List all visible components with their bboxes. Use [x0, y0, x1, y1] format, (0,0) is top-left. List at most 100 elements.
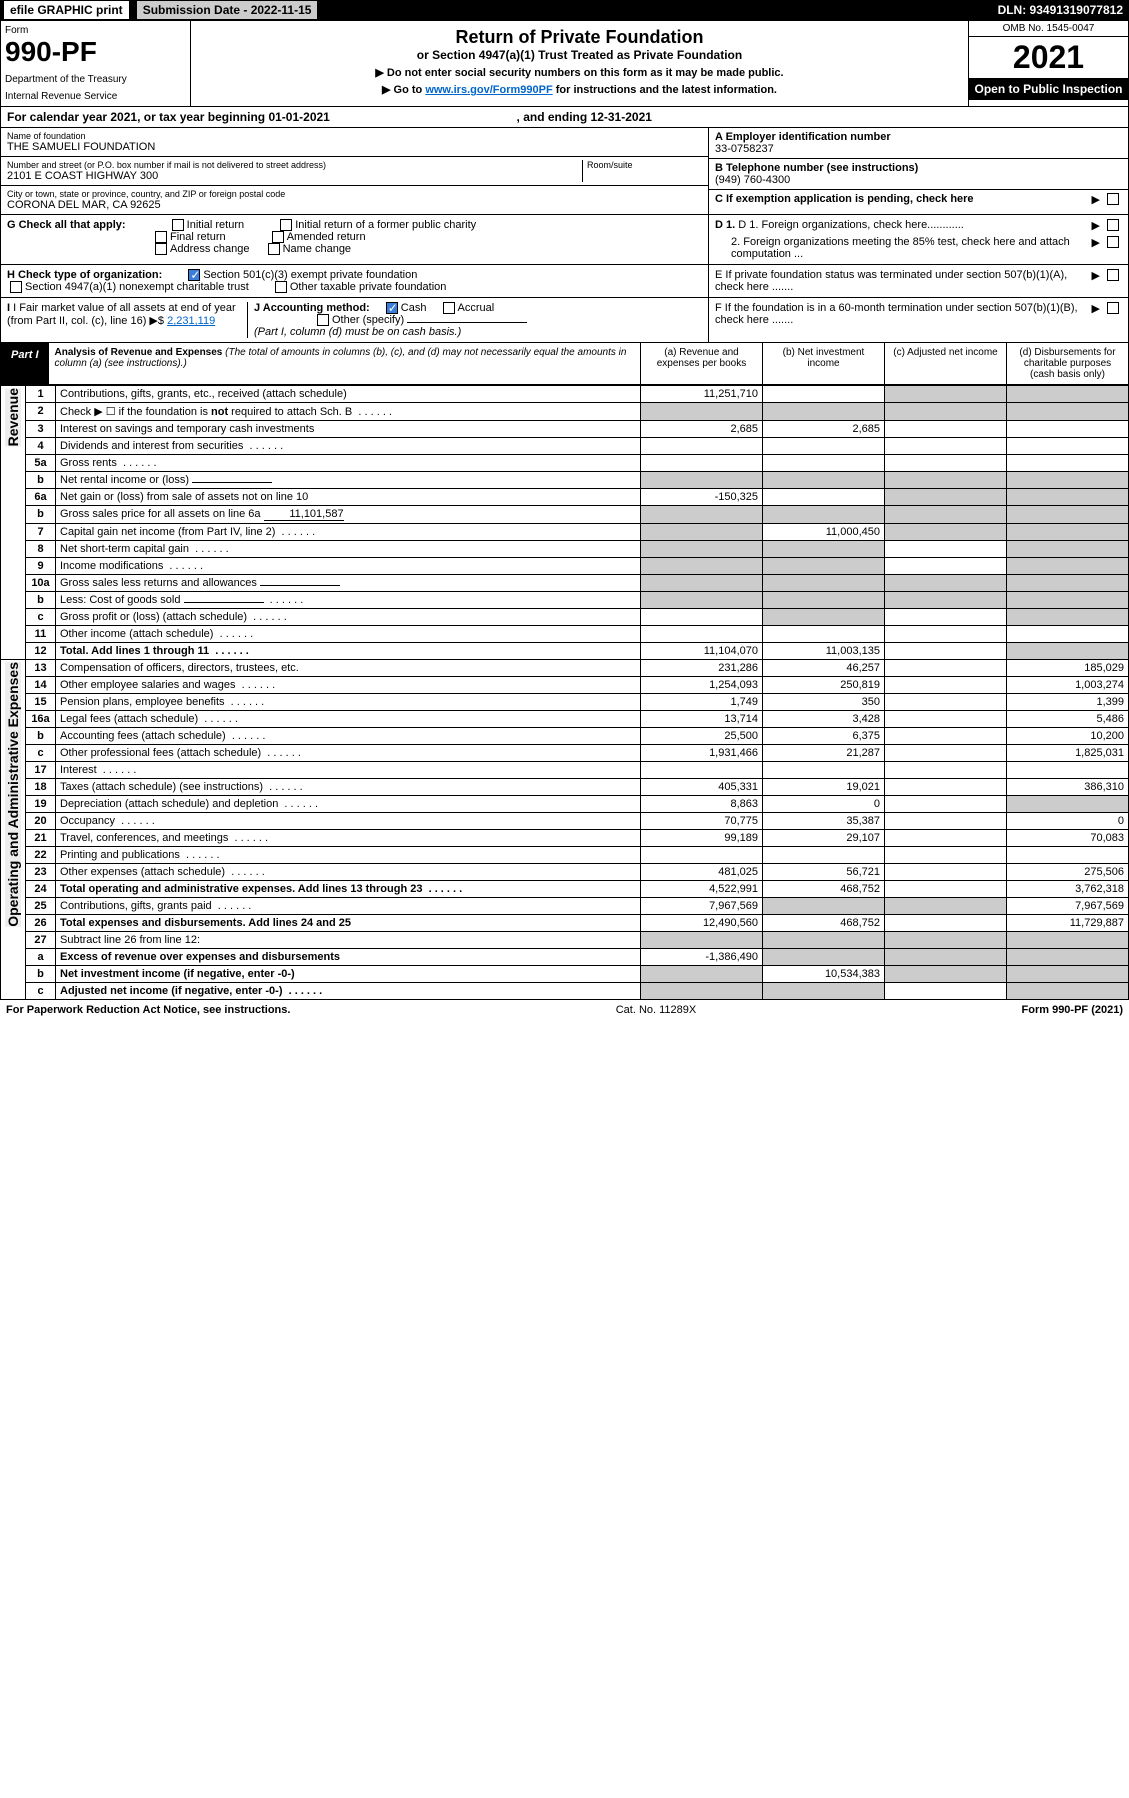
- col-d-value: [1007, 455, 1129, 472]
- col-b-value: 468,752: [763, 881, 885, 898]
- other-taxable-checkbox[interactable]: [275, 281, 287, 293]
- col-c-value: [885, 694, 1007, 711]
- city-cell: City or town, state or province, country…: [1, 186, 708, 214]
- col-c-value: [885, 575, 1007, 592]
- col-c-value: [885, 898, 1007, 915]
- col-a-value: 11,104,070: [641, 643, 763, 660]
- table-row: 14Other employee salaries and wages . . …: [1, 677, 1129, 694]
- name-change-checkbox[interactable]: [268, 243, 280, 255]
- line-desc: Subtract line 26 from line 12:: [56, 932, 641, 949]
- table-row: 27Subtract line 26 from line 12:: [1, 932, 1129, 949]
- accrual-checkbox[interactable]: [443, 302, 455, 314]
- table-row: 8Net short-term capital gain . . . . . .: [1, 541, 1129, 558]
- col-d-value: 1,003,274: [1007, 677, 1129, 694]
- col-a-value: [641, 983, 763, 1000]
- col-c-value: [885, 592, 1007, 609]
- line-number: c: [26, 745, 56, 762]
- part1-header: Part I Analysis of Revenue and Expenses …: [0, 343, 1129, 385]
- line-desc: Accounting fees (attach schedule) . . . …: [56, 728, 641, 745]
- line-desc: Net rental income or (loss): [56, 472, 641, 489]
- line-desc: Dividends and interest from securities .…: [56, 438, 641, 455]
- line-desc: Net gain or (loss) from sale of assets n…: [56, 489, 641, 506]
- inst-goto: ▶ Go to www.irs.gov/Form990PF for instru…: [197, 83, 962, 96]
- phone-value: (949) 760-4300: [715, 174, 1122, 186]
- col-b-value: [763, 898, 885, 915]
- table-row: Revenue1Contributions, gifts, grants, et…: [1, 386, 1129, 403]
- e-checkbox[interactable]: [1107, 269, 1119, 281]
- col-c-value: [885, 421, 1007, 438]
- line-desc: Other employee salaries and wages . . . …: [56, 677, 641, 694]
- col-b-value: 29,107: [763, 830, 885, 847]
- amended-return-checkbox[interactable]: [272, 231, 284, 243]
- table-row: cOther professional fees (attach schedul…: [1, 745, 1129, 762]
- line-desc: Adjusted net income (if negative, enter …: [56, 983, 641, 1000]
- col-a-value: 4,522,991: [641, 881, 763, 898]
- irs-link[interactable]: www.irs.gov/Form990PF: [425, 84, 552, 96]
- col-d-value: 3,762,318: [1007, 881, 1129, 898]
- col-b-value: 6,375: [763, 728, 885, 745]
- col-c-value: [885, 541, 1007, 558]
- open-public: Open to Public Inspection: [969, 78, 1128, 100]
- col-b-value: 10,534,383: [763, 966, 885, 983]
- col-b-value: [763, 575, 885, 592]
- col-d-value: 386,310: [1007, 779, 1129, 796]
- col-d-value: [1007, 438, 1129, 455]
- col-d-value: [1007, 592, 1129, 609]
- d1-checkbox[interactable]: [1107, 219, 1119, 231]
- col-c-value: [885, 489, 1007, 506]
- col-d-value: [1007, 762, 1129, 779]
- col-a-value: 231,286: [641, 660, 763, 677]
- col-c-value: [885, 386, 1007, 403]
- address-change-checkbox[interactable]: [155, 243, 167, 255]
- table-row: 2Check ▶ ☐ if the foundation is not requ…: [1, 403, 1129, 421]
- line-number: 2: [26, 403, 56, 421]
- line-desc: Excess of revenue over expenses and disb…: [56, 949, 641, 966]
- col-d-value: [1007, 609, 1129, 626]
- col-d-value: 0: [1007, 813, 1129, 830]
- efile-label: efile GRAPHIC print: [4, 1, 129, 19]
- line-desc: Total operating and administrative expen…: [56, 881, 641, 898]
- col-b-value: [763, 403, 885, 421]
- col-b-value: [763, 438, 885, 455]
- form-subtitle: or Section 4947(a)(1) Trust Treated as P…: [197, 48, 962, 62]
- initial-former-checkbox[interactable]: [280, 219, 292, 231]
- footer-mid: Cat. No. 11289X: [290, 1004, 1021, 1016]
- cash-checkbox[interactable]: [386, 302, 398, 314]
- col-b-value: 11,003,135: [763, 643, 885, 660]
- line-desc: Depreciation (attach schedule) and deple…: [56, 796, 641, 813]
- other-method-checkbox[interactable]: [317, 314, 329, 326]
- col-a-value: 1,254,093: [641, 677, 763, 694]
- form-word: Form: [5, 25, 186, 36]
- line-number: 15: [26, 694, 56, 711]
- table-row: 12Total. Add lines 1 through 11 . . . . …: [1, 643, 1129, 660]
- line-desc: Gross sales less returns and allowances: [56, 575, 641, 592]
- line-desc: Contributions, gifts, grants, etc., rece…: [56, 386, 641, 403]
- col-b-header: (b) Net investment income: [762, 343, 884, 384]
- fmv-value[interactable]: 2,231,119: [167, 315, 215, 327]
- col-d-value: [1007, 524, 1129, 541]
- line-number: b: [26, 728, 56, 745]
- col-d-value: 5,486: [1007, 711, 1129, 728]
- col-c-value: [885, 864, 1007, 881]
- table-row: 7Capital gain net income (from Part IV, …: [1, 524, 1129, 541]
- line-number: 17: [26, 762, 56, 779]
- initial-return-checkbox[interactable]: [172, 219, 184, 231]
- 4947-checkbox[interactable]: [10, 281, 22, 293]
- col-a-value: -1,386,490: [641, 949, 763, 966]
- col-c-value: [885, 762, 1007, 779]
- 501c3-checkbox[interactable]: [188, 269, 200, 281]
- col-c-value: [885, 660, 1007, 677]
- c-checkbox[interactable]: [1107, 193, 1119, 205]
- col-c-value: [885, 506, 1007, 524]
- foundation-name: THE SAMUELI FOUNDATION: [7, 141, 702, 153]
- table-row: bAccounting fees (attach schedule) . . .…: [1, 728, 1129, 745]
- d2-checkbox[interactable]: [1107, 236, 1119, 248]
- f-checkbox[interactable]: [1107, 302, 1119, 314]
- final-return-checkbox[interactable]: [155, 231, 167, 243]
- col-d-value: [1007, 541, 1129, 558]
- line-number: 18: [26, 779, 56, 796]
- section-label: Revenue: [1, 386, 26, 660]
- table-row: 24Total operating and administrative exp…: [1, 881, 1129, 898]
- col-b-value: 0: [763, 796, 885, 813]
- line-desc: Printing and publications . . . . . .: [56, 847, 641, 864]
